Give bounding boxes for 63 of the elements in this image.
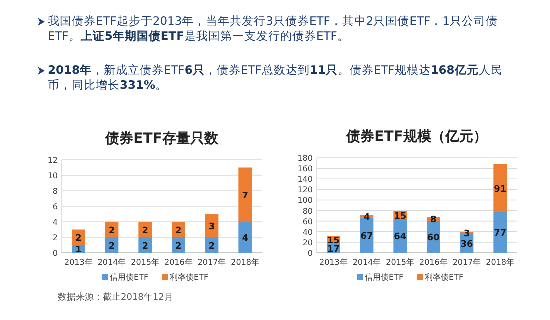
data-label: 2 — [108, 242, 116, 252]
data-label: 15 — [327, 236, 340, 247]
data-label: 2 — [142, 226, 148, 236]
data-label: 2 — [176, 226, 182, 236]
y-tick-label: 100 — [298, 196, 313, 206]
legend-label: 信用债ETF — [110, 273, 149, 282]
data-label: 15 — [394, 212, 407, 222]
y-tick-label: 6 — [52, 202, 58, 212]
y-tick-label: 4 — [52, 218, 58, 227]
bar — [238, 168, 252, 222]
y-tick-label: 120 — [298, 186, 313, 195]
data-label: 77 — [494, 229, 507, 240]
data-label: 2 — [76, 234, 82, 244]
y-tick-label: 40 — [302, 228, 313, 237]
data-label: 2 — [142, 242, 148, 252]
y-tick-label: 160 — [298, 164, 313, 174]
x-tick-label: 2015年 — [386, 258, 415, 267]
x-tick-label: 2017年 — [452, 258, 482, 267]
x-tick-label: 2018年 — [486, 258, 515, 267]
data-label: 4 — [242, 234, 248, 244]
data-label: 64 — [394, 232, 407, 243]
data-label: 36 — [460, 240, 474, 250]
legend-label: 利率债ETF — [425, 273, 464, 282]
y-tick-label: 80 — [302, 206, 313, 216]
bar — [494, 212, 507, 253]
data-label: 17 — [327, 245, 340, 256]
bar — [494, 164, 507, 212]
y-tick-label: 20 — [302, 238, 313, 248]
source-note: 数据来源：截止2018年12月 — [58, 292, 174, 304]
x-tick-label: 2016年 — [419, 258, 448, 267]
x-tick-label: 2013年 — [319, 258, 348, 267]
x-tick-label: 2018年 — [231, 258, 260, 267]
x-tick-label: 2017年 — [198, 258, 226, 267]
y-tick-label: 10 — [48, 172, 58, 180]
y-tick-label: 60 — [302, 217, 313, 226]
x-tick-label: 2014年 — [352, 258, 382, 267]
data-label: 67 — [360, 232, 374, 242]
data-label: 91 — [494, 184, 507, 195]
y-tick-label: 12 — [48, 156, 58, 165]
y-tick-label: 140 — [298, 175, 313, 184]
bar — [238, 222, 252, 253]
y-tick-label: 0 — [308, 249, 313, 258]
data-label: 60 — [427, 234, 440, 244]
x-tick-label: 2013年 — [64, 258, 93, 267]
y-tick-label: 2 — [52, 234, 58, 242]
text: 我国债券ETF起步于2013年，当年共发行3只债券ETF，其中2只国债ETF，1只公司债ETF。上证5年期国债ETF是我国第一支发行的债券ETF。 — [48, 14, 499, 44]
data-label: 1 — [76, 246, 82, 256]
y-tick-label: 0 — [52, 249, 58, 258]
legend-label: 信用债ETF — [365, 273, 404, 282]
data-label: 2 — [208, 242, 216, 252]
x-tick-label: 2016年 — [164, 258, 193, 267]
data-label: 3 — [208, 222, 216, 232]
y-tick-label: 180 — [298, 154, 313, 163]
legend-label: 利率债ETF — [170, 273, 209, 282]
data-label: 7 — [242, 191, 248, 202]
x-tick-label: 2015年 — [131, 258, 160, 267]
data-label: 2 — [108, 226, 116, 236]
text: 2018年，新成立债券ETF6只，债券ETF总数达到11只。债券ETF规模达168亿元人民币，同比增长331%。 — [48, 63, 503, 92]
chart-title: 债券ETF存量只数 — [104, 131, 220, 147]
data-label: 2 — [176, 242, 182, 252]
x-tick-label: 2014年 — [98, 258, 126, 267]
chart-title: 债券ETF规模（亿元） — [346, 129, 488, 145]
y-tick-label: 8 — [52, 187, 58, 196]
